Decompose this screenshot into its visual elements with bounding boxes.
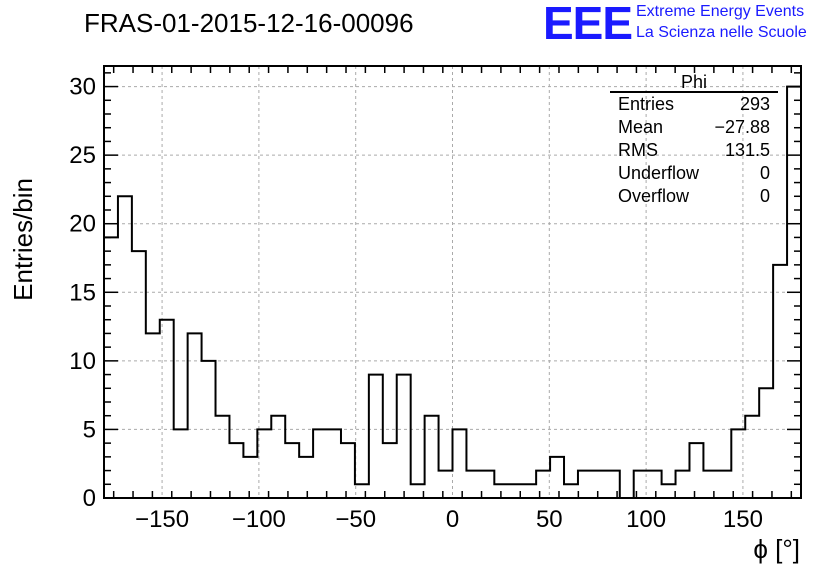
x-tick-label: −100 [232, 506, 286, 533]
x-tick-label: 100 [626, 506, 666, 533]
y-tick-label: 5 [83, 416, 96, 443]
stats-value: −27.88 [714, 117, 770, 137]
stats-label: Entries [618, 94, 674, 114]
logo-subtitle-2: La Scienza nelle Scuole [636, 24, 807, 41]
x-tick-label: 150 [723, 506, 763, 533]
y-tick-labels: 0 5 10 15 20 25 30 [69, 74, 96, 512]
stats-value: 0 [760, 163, 770, 183]
x-tick-labels: −150 −100 −50 0 50 100 150 [135, 506, 763, 533]
x-axis-label: ϕ [°] [753, 534, 800, 564]
eee-logo: EEE [543, 0, 633, 49]
stats-label: Mean [618, 117, 663, 137]
y-tick-label: 10 [69, 348, 96, 375]
x-tick-label: 0 [446, 506, 459, 533]
stats-value: 131.5 [725, 140, 770, 160]
x-tick-label: −50 [335, 506, 376, 533]
y-tick-label: 25 [69, 142, 96, 169]
plot-frame [103, 65, 802, 499]
stats-label: Underflow [618, 163, 700, 183]
stats-value: 0 [760, 186, 770, 206]
y-axis-label: Entries/bin [8, 178, 38, 301]
stats-box: Phi Entries 293 Mean −27.88 RMS 131.5 Underflo… [610, 72, 778, 206]
y-tick-label: 30 [69, 74, 96, 101]
logo-subtitle-1: Extreme Energy Events [636, 3, 805, 20]
axis-ticks [104, 66, 801, 499]
y-tick-label: 20 [69, 211, 96, 238]
stats-label: Overflow [618, 186, 690, 206]
x-tick-label: −150 [135, 506, 189, 533]
histogram-outline [104, 85, 801, 499]
stats-label: RMS [618, 140, 658, 160]
y-tick-label: 15 [69, 279, 96, 306]
x-tick-label: 50 [536, 506, 563, 533]
y-tick-label: 0 [83, 485, 96, 512]
stats-title: Phi [681, 72, 707, 92]
stats-value: 293 [740, 94, 770, 114]
plot-title: FRAS-01-2015-12-16-00096 [84, 8, 414, 38]
